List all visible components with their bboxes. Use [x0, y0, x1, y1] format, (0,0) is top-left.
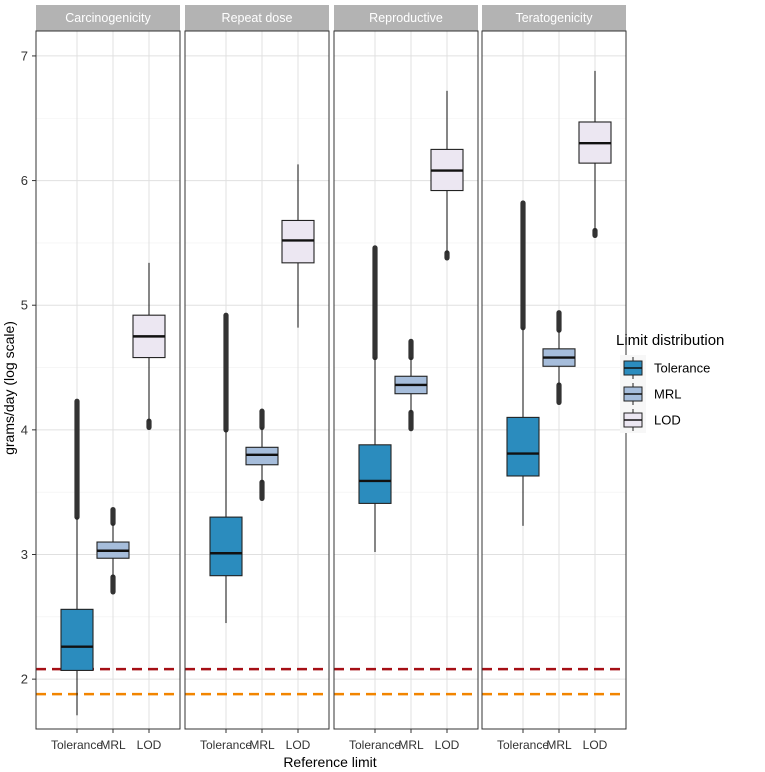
- x-tick-label-lod: LOD: [286, 738, 311, 752]
- panel-title-teratogenicity: Teratogenicity: [515, 11, 593, 25]
- x-tick-label-tolerance: Tolerance: [497, 738, 549, 752]
- legend-key-tolerance: [620, 355, 646, 381]
- panel-strip-carcinogenicity: [36, 5, 180, 31]
- box-repeat-dose-mrl: [245, 408, 279, 502]
- box-teratogenicity-mrl: [542, 310, 576, 406]
- panel-border-reproductive: [333, 30, 479, 730]
- x-tick-label-lod: LOD: [137, 738, 162, 752]
- panel-border-repeat-dose: [184, 30, 330, 730]
- x-tick-label-mrl: MRL: [249, 738, 275, 752]
- iqr-box: [281, 219, 315, 264]
- x-tick-label-mrl: MRL: [398, 738, 424, 752]
- legend-title: Limit distribution: [616, 332, 724, 349]
- box-carcinogenicity-lod: [132, 262, 166, 430]
- y-tick-label: 6: [21, 173, 28, 188]
- box-carcinogenicity-tolerance: [60, 398, 94, 716]
- x-tick-label-mrl: MRL: [546, 738, 572, 752]
- x-axis-title: Reference limit: [283, 754, 376, 770]
- iqr-box: [358, 444, 392, 504]
- y-tick-label: 3: [21, 547, 28, 562]
- panel-strip-reproductive: [334, 5, 478, 31]
- box-repeat-dose-tolerance: [209, 312, 243, 624]
- panel-title-repeat-dose: Repeat dose: [222, 11, 293, 25]
- iqr-box: [506, 416, 540, 477]
- box-teratogenicity-lod: [578, 70, 612, 239]
- x-tick-label-tolerance: Tolerance: [51, 738, 103, 752]
- iqr-box: [60, 608, 94, 671]
- iqr-box: [245, 446, 279, 466]
- y-tick-label: 7: [21, 48, 28, 63]
- y-tick-label: 2: [21, 672, 28, 687]
- box-carcinogenicity-mrl: [96, 507, 130, 595]
- box-repeat-dose-lod: [281, 164, 315, 328]
- x-tick-label-lod: LOD: [583, 738, 608, 752]
- iqr-box: [209, 516, 243, 577]
- gridlines-repeat-dose: [185, 31, 329, 729]
- panel-title-reproductive: Reproductive: [369, 11, 443, 25]
- legend: Limit distribution Tolerance MRL LOD: [616, 332, 724, 433]
- box-reproductive-tolerance: [358, 245, 392, 553]
- panel-plot-area-repeat-dose: [185, 31, 329, 729]
- panel-title-carcinogenicity: Carcinogenicity: [65, 11, 151, 25]
- legend-key-mrl: [620, 381, 646, 407]
- panel-border-carcinogenicity: [35, 30, 181, 730]
- x-tick-label-lod: LOD: [435, 738, 460, 752]
- legend-label-tolerance: Tolerance: [654, 361, 710, 376]
- panel-strip-teratogenicity: [482, 5, 626, 31]
- legend-key-lod: [620, 407, 646, 433]
- y-axis-title: grams/day (log scale): [1, 321, 17, 455]
- panel-plot-area-carcinogenicity: [36, 31, 180, 729]
- box-reproductive-mrl: [394, 338, 428, 432]
- legend-label-mrl: MRL: [654, 387, 681, 402]
- x-tick-label-mrl: MRL: [100, 738, 126, 752]
- panel-strip-repeat-dose: [185, 5, 329, 31]
- x-tick-label-tolerance: Tolerance: [200, 738, 252, 752]
- x-tick-label-tolerance: Tolerance: [349, 738, 401, 752]
- y-tick-label: 4: [21, 422, 28, 437]
- box-teratogenicity-tolerance: [506, 200, 540, 526]
- box-reproductive-lod: [430, 90, 464, 261]
- y-axis: 2 3 4 5 6 7: [21, 48, 36, 687]
- y-tick-label: 5: [21, 298, 28, 313]
- legend-label-lod: LOD: [654, 413, 681, 428]
